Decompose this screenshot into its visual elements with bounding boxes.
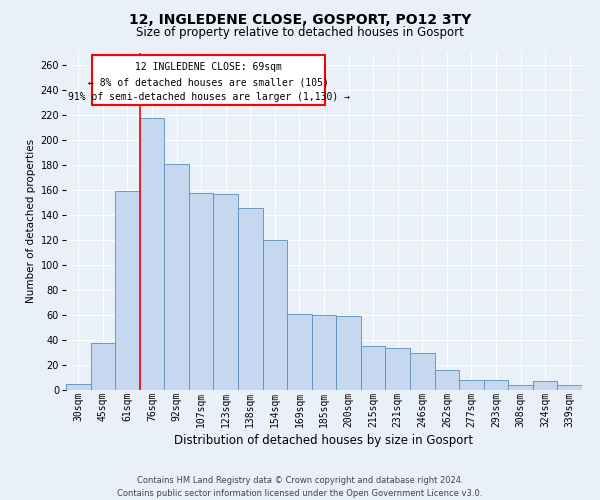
Bar: [361, 346, 385, 390]
Bar: [91, 342, 115, 390]
FancyBboxPatch shape: [92, 55, 325, 105]
Text: 12, INGLEDENE CLOSE, GOSPORT, PO12 3TY: 12, INGLEDENE CLOSE, GOSPORT, PO12 3TY: [129, 12, 471, 26]
Bar: [533, 381, 557, 390]
Bar: [164, 164, 189, 390]
Bar: [336, 316, 361, 390]
Text: Size of property relative to detached houses in Gosport: Size of property relative to detached ho…: [136, 26, 464, 39]
Bar: [115, 191, 140, 390]
Bar: [140, 118, 164, 390]
Bar: [557, 385, 582, 390]
Bar: [189, 192, 214, 390]
Bar: [385, 348, 410, 390]
Bar: [508, 385, 533, 390]
Bar: [312, 315, 336, 390]
Bar: [434, 370, 459, 390]
Text: 12 INGLEDENE CLOSE: 69sqm: 12 INGLEDENE CLOSE: 69sqm: [135, 62, 282, 72]
Bar: [484, 380, 508, 390]
Bar: [66, 384, 91, 390]
Bar: [287, 314, 312, 390]
Bar: [410, 352, 434, 390]
Text: Contains HM Land Registry data © Crown copyright and database right 2024.
Contai: Contains HM Land Registry data © Crown c…: [118, 476, 482, 498]
Text: 91% of semi-detached houses are larger (1,130) →: 91% of semi-detached houses are larger (…: [68, 92, 350, 102]
Bar: [263, 240, 287, 390]
Text: ← 8% of detached houses are smaller (105): ← 8% of detached houses are smaller (105…: [88, 78, 329, 88]
Bar: [238, 208, 263, 390]
Y-axis label: Number of detached properties: Number of detached properties: [26, 139, 36, 304]
Bar: [459, 380, 484, 390]
X-axis label: Distribution of detached houses by size in Gosport: Distribution of detached houses by size …: [175, 434, 473, 446]
Bar: [214, 194, 238, 390]
